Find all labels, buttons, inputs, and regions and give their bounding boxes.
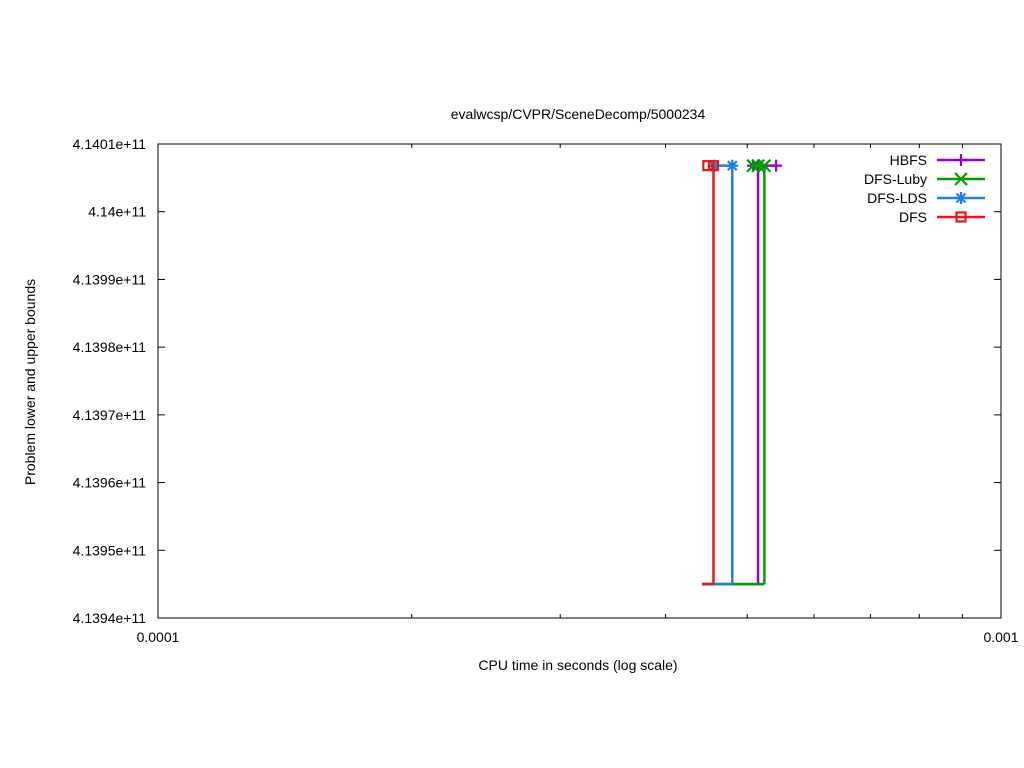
data-point-marker xyxy=(751,158,765,173)
legend-marker xyxy=(955,211,967,223)
data-point-marker xyxy=(707,160,720,172)
marker-stroke xyxy=(751,158,765,173)
marker-stroke xyxy=(955,192,967,204)
legend-marker xyxy=(955,154,967,166)
y-tick-label: 4.1399e+11 xyxy=(73,271,147,287)
series-dfs-lds xyxy=(702,159,739,586)
y-tick-labels: 4.1401e+11 4.14e+11 4.1399e+11 4.1398e+11 4.… xyxy=(73,136,147,626)
legend-item: DFS-LDS xyxy=(867,190,985,206)
marker-stroke xyxy=(746,158,760,173)
y-tick-marks xyxy=(158,143,1001,619)
x-tick-label: 0.001 xyxy=(983,629,1018,645)
plot-frame xyxy=(157,143,1002,619)
marker-stroke xyxy=(955,211,967,223)
legend-label: DFS xyxy=(899,209,927,225)
legend-item: DFS-Luby xyxy=(864,171,985,187)
series-dfs xyxy=(702,160,720,586)
legend-label: HBFS xyxy=(890,152,927,168)
chart-title: evalwcsp/CVPR/SceneDecomp/5000234 xyxy=(451,106,706,122)
legend-item: HBFS xyxy=(890,152,985,168)
y-tick-label: 4.1401e+11 xyxy=(73,136,147,152)
marker-stroke xyxy=(757,158,772,173)
y-tick-label: 4.1398e+11 xyxy=(73,339,147,355)
y-tick-label: 4.1395e+11 xyxy=(73,542,147,558)
data-point-marker xyxy=(702,160,714,172)
x-tick-marks xyxy=(157,144,1002,618)
legend-item: DFS xyxy=(899,209,985,225)
y-tick-label: 4.14e+11 xyxy=(88,204,146,220)
marker-stroke xyxy=(707,160,720,172)
data-point-marker xyxy=(770,159,783,172)
y-tick-label: 4.1396e+11 xyxy=(73,475,147,491)
data-point-marker xyxy=(726,159,739,172)
legend-marker xyxy=(954,172,968,186)
y-tick-label: 4.1397e+11 xyxy=(73,407,147,423)
legend: HBFS DFS-Luby DFS-LDS DFS xyxy=(864,152,985,225)
legend-marker xyxy=(955,192,967,204)
x-axis-label: CPU time in seconds (log scale) xyxy=(478,657,677,673)
legend-label: DFS-Luby xyxy=(864,171,927,187)
y-axis-label: Problem lower and upper bounds xyxy=(22,279,38,485)
plot-series xyxy=(702,158,783,586)
data-point-marker xyxy=(746,158,760,173)
y-tick-label: 4.1394e+11 xyxy=(73,610,147,626)
marker-stroke xyxy=(702,160,714,172)
marker-stroke xyxy=(954,172,968,186)
data-point-marker xyxy=(757,158,772,173)
x-tick-label: 0.0001 xyxy=(137,629,180,645)
legend-label: DFS-LDS xyxy=(867,190,927,206)
marker-stroke xyxy=(727,160,738,171)
x-tick-labels: 0.0001 0.001 xyxy=(137,629,1019,645)
